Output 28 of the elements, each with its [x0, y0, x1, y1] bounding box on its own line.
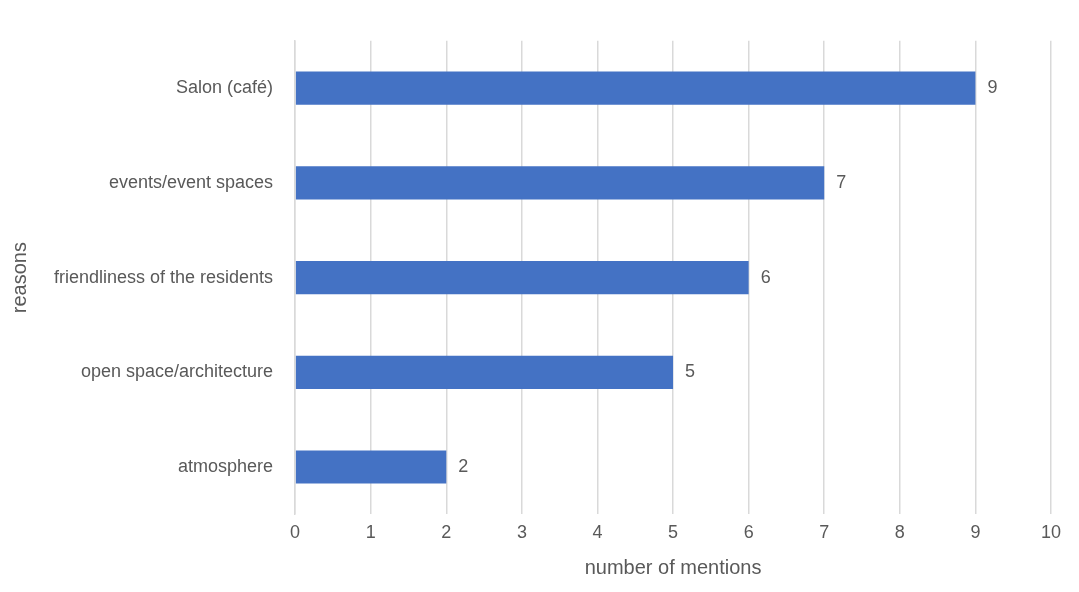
- y-tick-label: open space/architecture: [81, 361, 274, 382]
- x-tick-label: 9: [970, 522, 981, 543]
- x-tick-label: 0: [290, 522, 301, 543]
- x-tick-label: 4: [592, 522, 603, 543]
- bar: [295, 355, 674, 389]
- data-label: 7: [836, 171, 847, 192]
- y-tick-label: events/event spaces: [109, 171, 274, 192]
- x-tick-label: 1: [365, 522, 376, 543]
- data-label: 2: [458, 456, 469, 477]
- x-tick-label: 8: [894, 522, 905, 543]
- data-label: 6: [760, 266, 771, 287]
- bar: [295, 261, 749, 295]
- x-tick-label: 7: [819, 522, 830, 543]
- bar: [295, 166, 825, 200]
- bar: [295, 71, 976, 105]
- x-tick-label: 5: [668, 522, 679, 543]
- x-tick-label: 2: [441, 522, 452, 543]
- x-tick-label: 3: [516, 522, 527, 543]
- y-tick-label: friendliness of the residents: [54, 266, 274, 287]
- bar: [295, 450, 447, 484]
- x-tick-label: 6: [743, 522, 754, 543]
- y-tick-label: atmosphere: [178, 456, 274, 477]
- y-axis-title: reasons: [7, 242, 30, 314]
- data-label: 9: [987, 77, 998, 98]
- x-tick-label: 10: [1040, 522, 1062, 543]
- y-tick-label: Salon (café): [176, 77, 274, 98]
- x-axis-title: number of mentions: [584, 555, 762, 578]
- data-label: 5: [685, 361, 696, 382]
